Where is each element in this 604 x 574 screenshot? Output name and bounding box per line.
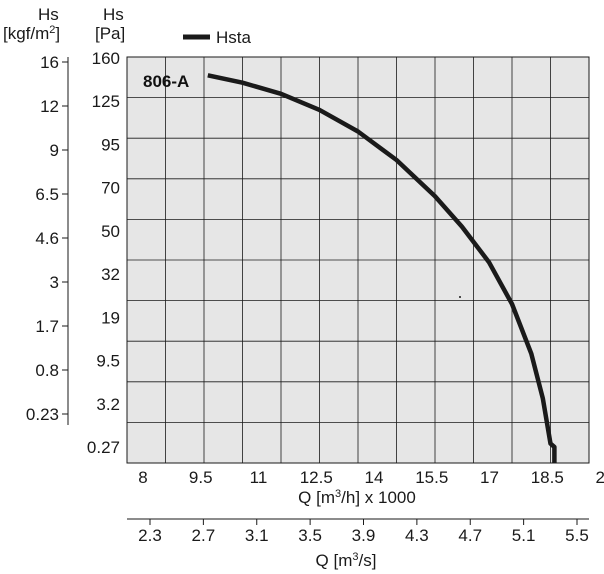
right-axis-tick-label: 160 xyxy=(92,49,120,68)
right-axis-tick-label: 9.5 xyxy=(96,352,120,371)
x-axis-primary-tick-label: 20 xyxy=(596,468,604,487)
x-axis-primary-tick-label: 14 xyxy=(365,468,384,487)
x-axis-secondary-tick-label: 3.1 xyxy=(245,526,269,545)
x-axis-primary-tick-label: 18.5 xyxy=(531,468,564,487)
left-axis-unit: [kgf/m2] xyxy=(3,24,60,43)
x-axis-primary-tick-label: 9.5 xyxy=(189,468,213,487)
series-group xyxy=(207,73,557,463)
left-axis-header: Hs xyxy=(38,5,59,24)
left-axis-tick-label: 16 xyxy=(40,53,59,72)
left-axis-tick-label: 1.7 xyxy=(35,317,59,336)
x-axis-primary-tick-label: 17 xyxy=(480,468,499,487)
stray-dot xyxy=(459,296,461,298)
x-axis-secondary-tick-label: 4.7 xyxy=(458,526,482,545)
x-axis-secondary-label: Q [m3/s] xyxy=(316,551,377,570)
model-label: 806-A xyxy=(143,72,189,91)
right-axis-unit: [Pa] xyxy=(95,24,125,43)
x-axis-secondary-tick-label: 2.3 xyxy=(138,526,162,545)
right-axis-header: Hs xyxy=(103,5,124,24)
x-axis-primary-ticks: 8 9.5 11 12.5 14 15.5 17 18.5 20 xyxy=(138,468,604,487)
right-axis-tick-label: 70 xyxy=(101,179,120,198)
right-axis-ticks: 160 125 95 70 50 32 19 9.5 3.2 0.27 xyxy=(87,49,120,457)
right-axis-tick-label: 50 xyxy=(101,222,120,241)
x-axis-secondary-tick-label: 2.7 xyxy=(192,526,216,545)
x-axis-primary-tick-label: 12.5 xyxy=(300,468,333,487)
right-axis-tick-label: 3.2 xyxy=(96,395,120,414)
x-axis-secondary-tick-label: 3.9 xyxy=(352,526,376,545)
left-axis-tick-label: 3 xyxy=(50,273,59,292)
series-line-hsta xyxy=(207,73,557,463)
left-axis-tick-label: 6.5 xyxy=(35,185,59,204)
x-axis-secondary-tick-label: 5.1 xyxy=(512,526,536,545)
x-axis-secondary-tick-label: 5.5 xyxy=(565,526,589,545)
x-axis-primary-label: Q [m3/h] x 1000 xyxy=(298,488,416,507)
x-axis-primary-tick-label: 11 xyxy=(250,468,268,487)
x-axis-primary-tick-label: 15.5 xyxy=(415,468,448,487)
left-axis-tick-label: 4.6 xyxy=(35,229,59,248)
right-axis-tick-label: 19 xyxy=(101,308,120,327)
grid-lines xyxy=(127,57,589,463)
left-axis-ticks: 16 12 9 6.5 4.6 3 1.7 0.8 0.23 xyxy=(26,53,69,425)
right-axis-tick-label: 95 xyxy=(101,135,120,154)
right-axis-tick-label: 32 xyxy=(101,265,120,284)
x-axis-secondary-tick-label: 3.5 xyxy=(298,526,322,545)
x-axis-primary-tick-label: 8 xyxy=(138,468,147,487)
left-axis-tick-label: 0.8 xyxy=(35,361,59,380)
x-axis-secondary-tick-label: 4.3 xyxy=(405,526,429,545)
left-axis-tick-label: 0.23 xyxy=(26,405,59,424)
right-axis-tick-label: 125 xyxy=(92,92,120,111)
right-axis-tick-label: 0.27 xyxy=(87,438,120,457)
left-axis-tick-label: 9 xyxy=(50,141,59,160)
x-axis-secondary-ticks: 2.3 2.7 3.1 3.5 3.9 4.3 4.7 5.1 5.5 xyxy=(138,519,589,545)
left-axis-tick-label: 12 xyxy=(40,97,59,116)
legend-label: Hsta xyxy=(216,28,252,47)
